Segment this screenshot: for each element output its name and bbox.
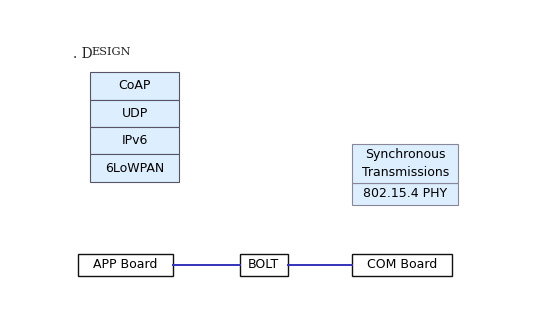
FancyBboxPatch shape [90,72,179,100]
FancyBboxPatch shape [90,100,179,127]
FancyBboxPatch shape [77,253,173,276]
FancyBboxPatch shape [352,253,452,276]
FancyBboxPatch shape [352,183,459,205]
FancyBboxPatch shape [352,144,459,183]
FancyBboxPatch shape [240,253,288,276]
Text: BOLT: BOLT [248,258,279,271]
Text: 6LoWPAN: 6LoWPAN [105,162,164,175]
Text: ESIGN: ESIGN [91,47,131,57]
Text: 802.15.4 PHY: 802.15.4 PHY [363,187,447,200]
Text: . D: . D [74,47,93,61]
FancyBboxPatch shape [90,154,179,182]
Text: APP Board: APP Board [93,258,157,271]
Text: IPv6: IPv6 [121,134,148,147]
Text: UDP: UDP [121,107,148,120]
Text: CoAP: CoAP [119,79,151,92]
FancyBboxPatch shape [90,127,179,154]
Text: COM Board: COM Board [367,258,437,271]
Text: Synchronous
Transmissions: Synchronous Transmissions [361,148,449,179]
